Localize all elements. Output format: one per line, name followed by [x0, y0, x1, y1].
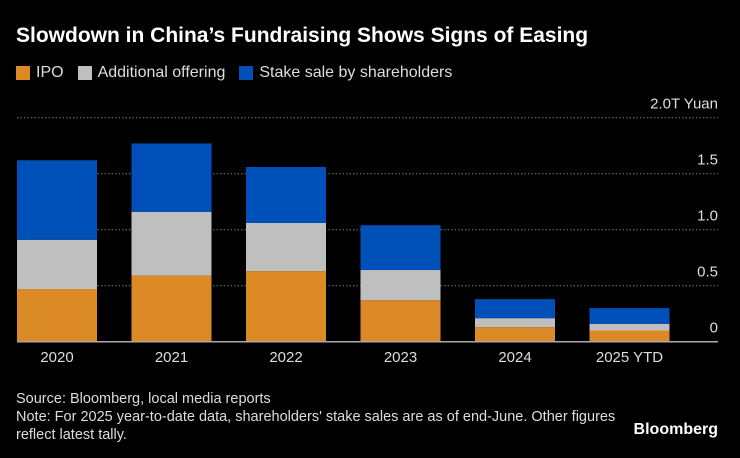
footnote: Note: For 2025 year-to-date data, shareh… [16, 409, 616, 443]
legend: IPO Additional offering Stake sale by sh… [16, 64, 452, 82]
bar-ipo [131, 275, 212, 342]
bar-additional-offering [360, 270, 441, 301]
bar-ipo [589, 330, 670, 342]
legend-swatch [77, 66, 92, 80]
legend-item-additional: Additional offering [77, 64, 226, 82]
legend-label: IPO [36, 64, 64, 81]
y-tick-label: 1.5 [697, 152, 718, 169]
bar-ipo [17, 289, 97, 342]
legend-item-stake: Stake sale by shareholders [239, 64, 452, 82]
bar-stake-sale-by-shareholders [17, 160, 97, 240]
legend-swatch [16, 66, 30, 80]
legend-item-ipo: IPO [16, 64, 64, 82]
legend-label: Stake sale by shareholders [259, 64, 453, 81]
bloomberg-logo: Bloomberg [633, 421, 718, 438]
x-tick-label: 2023 [384, 349, 417, 366]
bar-ipo [246, 271, 326, 342]
bar-additional-offering [246, 222, 326, 272]
bar-stake-sale-by-shareholders [246, 166, 326, 223]
x-tick-label: 2022 [269, 349, 302, 366]
y-tick-label: 2.0T Yuan [650, 96, 718, 113]
legend-label: Additional offering [97, 64, 226, 81]
footer: Source: Bloomberg, local media reports N… [16, 390, 616, 444]
y-tick-label: 1.0 [697, 208, 718, 225]
bar-stake-sale-by-shareholders [475, 299, 555, 319]
legend-swatch [239, 66, 254, 80]
y-tick-label: 0.5 [697, 264, 718, 281]
bar-ipo [360, 300, 441, 342]
x-tick-label: 2024 [498, 349, 531, 366]
chart-title: Slowdown in China’s Fundraising Shows Si… [16, 24, 589, 47]
bar-additional-offering [475, 318, 555, 328]
bar-stake-sale-by-shareholders [131, 143, 212, 212]
bar-stake-sale-by-shareholders [589, 308, 670, 324]
source-note: Source: Bloomberg, local media reports [16, 391, 271, 407]
bar-additional-offering [131, 211, 212, 276]
y-tick-label: 0 [710, 320, 718, 337]
bar-additional-offering [589, 323, 670, 331]
bar-stake-sale-by-shareholders [360, 225, 441, 271]
bar-ipo [475, 327, 555, 342]
bar-additional-offering [17, 239, 97, 290]
x-tick-label: 2020 [40, 349, 73, 366]
x-tick-label: 2021 [155, 349, 188, 366]
x-tick-label: 2025 YTD [596, 349, 663, 366]
